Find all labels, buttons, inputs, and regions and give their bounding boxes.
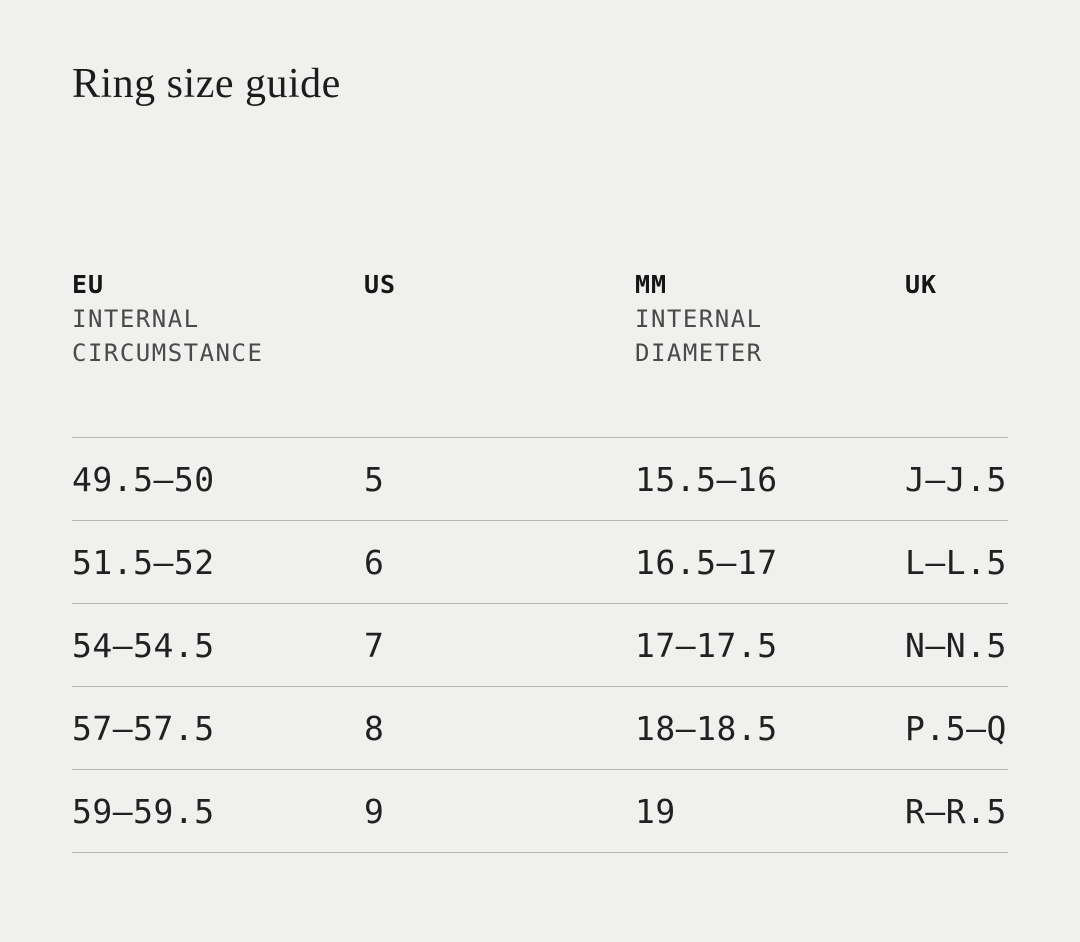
column-code-us: US bbox=[364, 270, 397, 299]
column-header-us: US bbox=[364, 268, 635, 302]
column-header-mm: MM INTERNAL DIAMETER bbox=[635, 268, 905, 370]
cell-us: 7 bbox=[364, 625, 385, 665]
column-code-eu: EU bbox=[72, 270, 105, 299]
column-header-eu: EU INTERNAL CIRCUMSTANCE bbox=[72, 268, 364, 370]
cell-eu: 51.5—52 bbox=[72, 542, 215, 582]
cell-us: 9 bbox=[364, 791, 385, 831]
column-code-uk: UK bbox=[905, 270, 938, 299]
column-subtitle-mm-line1: INTERNAL bbox=[635, 305, 763, 333]
table-row: 49.5—50 5 15.5—16 J—J.5 bbox=[72, 437, 1008, 520]
column-header-uk: UK bbox=[905, 268, 1008, 302]
column-subtitle-eu-line1: INTERNAL bbox=[72, 305, 200, 333]
cell-uk: P.5—Q bbox=[905, 708, 1007, 748]
cell-mm: 15.5—16 bbox=[635, 459, 778, 499]
cell-us: 8 bbox=[364, 708, 385, 748]
cell-eu: 57—57.5 bbox=[72, 708, 215, 748]
table-row: 51.5—52 6 16.5—17 L—L.5 bbox=[72, 520, 1008, 603]
table-body: 49.5—50 5 15.5—16 J—J.5 51.5—52 6 16.5—1… bbox=[72, 437, 1008, 853]
cell-mm: 17—17.5 bbox=[635, 625, 778, 665]
column-subtitle-mm-line2: DIAMETER bbox=[635, 339, 763, 367]
column-subtitle-eu-line2: CIRCUMSTANCE bbox=[72, 339, 264, 367]
ring-size-table: EU INTERNAL CIRCUMSTANCE US MM INTERNAL … bbox=[72, 268, 1008, 853]
cell-us: 6 bbox=[364, 542, 385, 582]
cell-mm: 16.5—17 bbox=[635, 542, 778, 582]
cell-mm: 18—18.5 bbox=[635, 708, 778, 748]
page-title: Ring size guide bbox=[72, 61, 341, 107]
table-row: 57—57.5 8 18—18.5 P.5—Q bbox=[72, 686, 1008, 769]
cell-uk: N—N.5 bbox=[905, 625, 1007, 665]
cell-us: 5 bbox=[364, 459, 385, 499]
cell-mm: 19 bbox=[635, 791, 676, 831]
cell-eu: 59—59.5 bbox=[72, 791, 215, 831]
column-code-mm: MM bbox=[635, 270, 668, 299]
cell-uk: J—J.5 bbox=[905, 459, 1007, 499]
cell-uk: R—R.5 bbox=[905, 791, 1007, 831]
cell-eu: 54—54.5 bbox=[72, 625, 215, 665]
table-row: 54—54.5 7 17—17.5 N—N.5 bbox=[72, 603, 1008, 686]
ring-size-guide-panel: Ring size guide EU INTERNAL CIRCUMSTANCE… bbox=[72, 61, 1008, 853]
cell-eu: 49.5—50 bbox=[72, 459, 215, 499]
table-row: 59—59.5 9 19 R—R.5 bbox=[72, 769, 1008, 852]
table-header-row: EU INTERNAL CIRCUMSTANCE US MM INTERNAL … bbox=[72, 268, 1008, 370]
cell-uk: L—L.5 bbox=[905, 542, 1007, 582]
